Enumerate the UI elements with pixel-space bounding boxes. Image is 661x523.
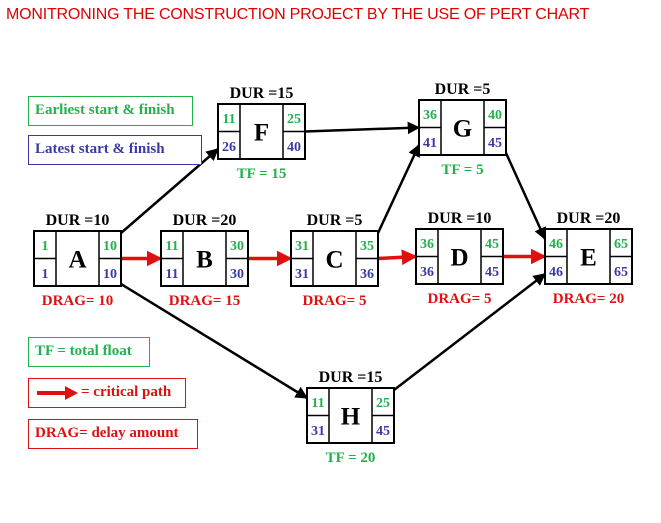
legend-total-float: TF = total float: [28, 337, 150, 367]
node-letter: F: [254, 120, 269, 147]
earliest-finish: 10: [103, 239, 117, 254]
total-float-label: TF = 20: [326, 450, 376, 466]
latest-start: 26: [222, 140, 236, 155]
dependency-arrow: [504, 152, 547, 241]
drag-label: DRAG= 5: [428, 291, 492, 307]
earliest-finish: 45: [485, 237, 499, 252]
nodes-layer: DUR =10 A 1 10 1 10 DRAG= 10 DUR =20 B 11 30 11 30 DR…: [33, 81, 633, 466]
legend-critical-label: = critical path: [81, 384, 172, 401]
node-duration: DUR =20: [173, 212, 237, 229]
latest-finish: 45: [485, 265, 499, 280]
dependency-arrow: [304, 121, 421, 135]
earliest-start: 11: [165, 239, 178, 254]
earliest-start: 1: [42, 239, 49, 254]
latest-start: 11: [165, 267, 178, 282]
node-letter: A: [68, 247, 86, 274]
dependency-arrow: [120, 282, 309, 400]
latest-finish: 65: [614, 265, 628, 280]
earliest-finish: 25: [287, 112, 301, 127]
dependency-arrow: [376, 143, 421, 234]
node-g: DUR =5 G 36 40 41 45 TF = 5: [418, 81, 507, 178]
node-duration: DUR =15: [230, 85, 294, 102]
node-letter: C: [325, 247, 343, 274]
earliest-finish: 35: [360, 239, 374, 254]
total-float-label: TF = 5: [441, 162, 483, 178]
earliest-finish: 65: [614, 237, 628, 252]
latest-start: 46: [549, 265, 563, 280]
total-float-label: TF = 15: [237, 166, 287, 182]
red-arrow-icon: [37, 385, 78, 400]
node-duration: DUR =5: [307, 212, 363, 229]
latest-start: 36: [420, 265, 434, 280]
latest-finish: 30: [230, 267, 244, 282]
node-letter: D: [450, 245, 468, 272]
node-a: DUR =10 A 1 10 1 10 DRAG= 10: [33, 212, 122, 309]
earliest-finish: 40: [488, 108, 502, 123]
node-c: DUR =5 C 31 35 31 36 DRAG= 5: [290, 212, 379, 309]
node-letter: B: [196, 247, 213, 274]
earliest-start: 46: [549, 237, 563, 252]
legend-latest: Latest start & finish: [28, 135, 202, 165]
drag-label: DRAG= 10: [42, 293, 113, 309]
page-title: MONITRONING THE CONSTRUCTION PROJECT BY …: [6, 6, 590, 23]
node-e: DUR =20 E 46 65 46 65 DRAG= 20: [544, 210, 633, 307]
earliest-start: 36: [420, 237, 434, 252]
node-letter: H: [341, 404, 361, 431]
node-b: DUR =20 B 11 30 11 30 DRAG= 15: [160, 212, 249, 309]
node-letter: G: [453, 116, 472, 143]
latest-finish: 10: [103, 267, 117, 282]
latest-finish: 45: [488, 136, 502, 151]
drag-label: DRAG= 20: [553, 291, 624, 307]
node-duration: DUR =20: [557, 210, 621, 227]
drag-label: DRAG= 5: [303, 293, 367, 309]
dependency-arrow: [393, 273, 546, 391]
latest-start: 1: [42, 267, 49, 282]
critical-path-arrow: [377, 249, 418, 266]
legend-drag: DRAG= delay amount: [28, 419, 198, 449]
latest-start: 31: [311, 424, 325, 439]
earliest-start: 11: [311, 396, 324, 411]
node-duration: DUR =10: [46, 212, 110, 229]
drag-label: DRAG= 15: [169, 293, 240, 309]
earliest-finish: 25: [376, 396, 390, 411]
node-duration: DUR =5: [435, 81, 491, 98]
legend-critical-path: = critical path: [28, 378, 186, 408]
latest-finish: 40: [287, 140, 301, 155]
earliest-finish: 30: [230, 239, 244, 254]
latest-start: 31: [295, 267, 309, 282]
latest-finish: 45: [376, 424, 390, 439]
earliest-start: 36: [423, 108, 437, 123]
node-duration: DUR =10: [428, 210, 492, 227]
earliest-start: 31: [295, 239, 309, 254]
node-duration: DUR =15: [319, 369, 383, 386]
latest-start: 41: [423, 136, 437, 151]
legend-earliest: Earliest start & finish: [28, 96, 193, 126]
node-d: DUR =10 D 36 45 36 45 DRAG= 5: [415, 210, 504, 307]
earliest-start: 11: [222, 112, 235, 127]
node-letter: E: [580, 245, 597, 272]
latest-finish: 36: [360, 267, 374, 282]
